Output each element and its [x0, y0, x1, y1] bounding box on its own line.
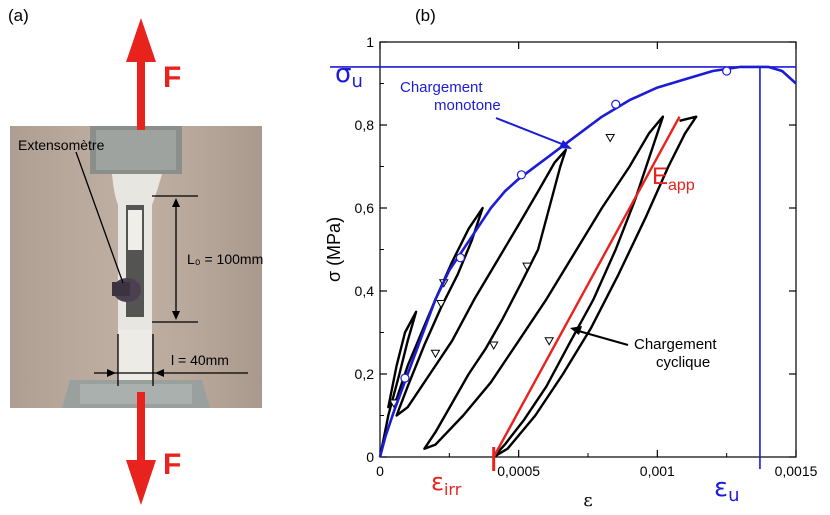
cyclic-marker [430, 349, 441, 359]
cyclic-marker [544, 337, 555, 346]
monotone-marker [722, 66, 732, 76]
cyclic-marker [522, 262, 532, 272]
monotone-marker [611, 99, 621, 109]
x-tick-label: 0,001 [640, 463, 675, 479]
y-axis-label: σ (MPa) [324, 217, 344, 282]
gauge-length-label: L₀ = 100mm [187, 251, 263, 267]
monotone-curve [378, 65, 797, 458]
cyclic-annotation-line2: cyclique [656, 354, 710, 371]
monotone-arrow-line [495, 117, 568, 147]
stress-strain-chart: 0 0,0005 0,001 0,0015 0 0,2 0,4 0,6 0,8 1 ε σ (MPa)… [324, 34, 818, 511]
y-tick-label: 0,2 [355, 366, 375, 382]
y-tick-label: 1 [366, 34, 374, 50]
extensometer-label: Extensomètre [18, 137, 105, 153]
e-app-label: Eapp [652, 163, 695, 194]
specimen-photo [10, 126, 262, 408]
monotone-arrow-head [559, 140, 572, 149]
cyclic-arrow-head [570, 326, 582, 335]
y-tick-label: 0,4 [355, 283, 375, 299]
extensometer-leader [75, 151, 124, 284]
x-axis-label: ε [583, 490, 592, 511]
x-tick-label: 0,0015 [775, 463, 818, 479]
width-dimension [94, 334, 248, 386]
epsilon-u-subscript: u [728, 485, 739, 506]
monotone-annotation-line2: monotone [434, 97, 501, 114]
e-app-subscript: app [668, 177, 695, 194]
monotone-marker [400, 373, 410, 383]
force-label-bottom: F [163, 448, 181, 481]
gauge-length-dimension [152, 195, 198, 323]
epsilon-irr-label: εirr [431, 468, 462, 499]
width-label: l = 40mm [171, 352, 229, 368]
epsilon-irr-subscript: irr [444, 480, 462, 499]
panel-a-label: (a) [8, 6, 29, 25]
cyclic-marker [488, 341, 499, 350]
force-label-top: F [163, 61, 181, 94]
x-tick-label: 0,0005 [497, 463, 540, 479]
epsilon-u-label: εu [714, 473, 739, 506]
cyclic-annotation-line1: Chargement [634, 336, 717, 353]
cyclic-arrow-line [574, 329, 629, 346]
monotone-marker [455, 253, 466, 263]
e-app-tangent-line [492, 116, 681, 458]
force-arrow-down [126, 392, 156, 505]
y-tick-label: 0 [366, 449, 374, 465]
x-tick-label: 0 [376, 463, 384, 479]
sigma-u-subscript: u [351, 71, 362, 92]
sigma-u-label: σu [335, 59, 363, 92]
monotone-annotation-line1: Chargement [400, 79, 483, 96]
cyclic-curve [378, 115, 698, 459]
force-arrow-up [126, 18, 156, 130]
cyclic-marker [436, 299, 446, 309]
panel-b-label: (b) [415, 6, 436, 25]
cyclic-marker [605, 133, 616, 143]
y-tick-label: 0,8 [355, 117, 375, 133]
y-tick-label: 0,6 [355, 200, 375, 216]
monotone-marker [516, 170, 527, 180]
